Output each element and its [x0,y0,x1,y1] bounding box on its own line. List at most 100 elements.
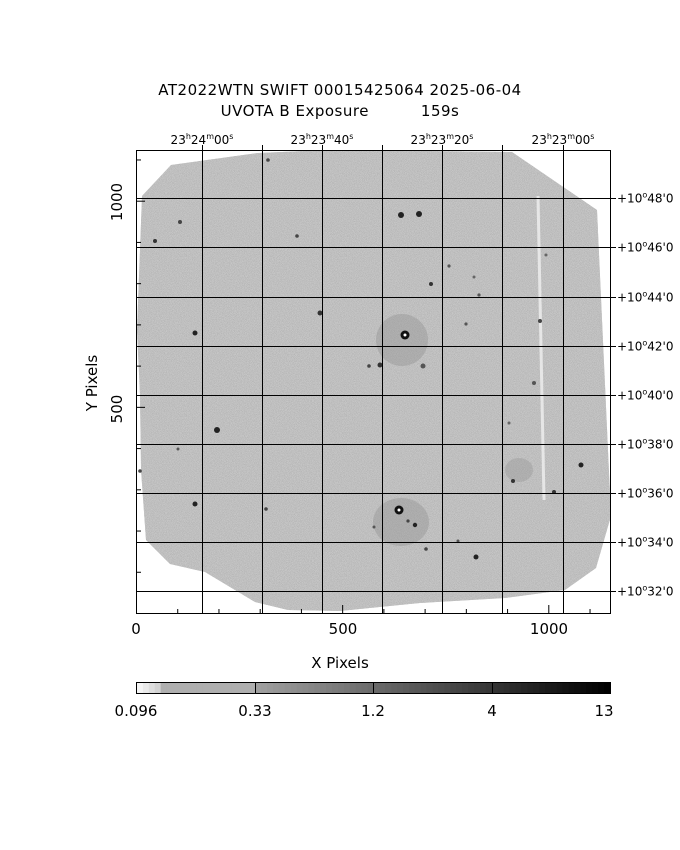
colorbar-segment [403,683,410,693]
star [507,421,511,425]
star [578,462,584,468]
star [176,447,180,451]
colorbar-frame [136,682,611,694]
colorbar-label: 0.33 [238,702,272,720]
colorbar-segment [527,683,534,693]
star [416,211,422,217]
plot-title: AT2022WTN SWIFT 00015425064 2025-06-04 [158,81,522,99]
colorbar-segment [166,683,174,693]
star [477,293,481,297]
star [544,253,548,257]
star [178,220,182,224]
colorbar-segment [278,683,286,693]
ra-tick-label: 23h23m00s [531,132,595,147]
colorbar-segment [432,683,440,693]
colorbar-segment [397,683,404,693]
coordinate-grid [137,145,616,613]
star [412,522,418,528]
star [264,507,268,511]
dec-tick-label: +10o44'0 [617,289,674,305]
colorbar-segment [385,683,392,693]
colorbar-label: 4 [487,702,497,720]
colorbar-segment [225,683,233,693]
exposure-footprint [137,150,611,611]
colorbar-segment [438,683,446,693]
star [367,364,371,368]
colorbar-segment [568,683,576,693]
colorbar-segment [450,683,457,693]
colorbar-segment [408,683,416,693]
colorbar-segment [154,683,162,693]
y-tick-1000: 1000 [108,183,126,221]
colorbar-segment [373,683,381,693]
colorbar-segment [604,683,611,693]
colorbar-segment [290,683,298,693]
colorbar-segment [367,683,375,693]
colorbar-segment [343,683,351,693]
x-tick-1000: 1000 [530,620,568,638]
colorbar-segment [456,683,463,693]
colorbar-segment [249,683,256,693]
colorbar-segment [544,683,552,693]
colorbar-segment [237,683,245,693]
y-axis-label: Y Pixels [83,354,101,412]
colorbar-segment [444,683,451,693]
star [295,234,299,238]
colorbar-segment [142,683,150,693]
colorbar-segment [521,683,528,693]
exposure-time: 159s [420,102,460,120]
x-tick-0: 0 [131,620,141,638]
star [398,212,404,218]
star [372,525,376,529]
colorbar-segment [515,683,522,693]
dec-tick-label: +10o40'0 [617,387,674,403]
colorbar-segment [267,683,274,693]
colorbar-segment [190,683,197,693]
colorbar-segment [533,683,540,693]
colorbar-segment [296,683,304,693]
dec-tick-label: +10o34'0 [617,534,674,550]
colorbar-segment [479,683,487,693]
colorbar-segment [137,683,144,693]
ra-tick-label: 23h24m00s [170,132,234,147]
colorbar-segment [550,683,558,693]
colorbar-label: 13 [594,702,614,720]
dec-tick-label: +10o48'0 [617,190,674,206]
x-tick-500: 500 [329,620,358,638]
colorbar-segment [172,683,179,693]
colorbar-segment [314,683,321,693]
colorbar-segment [539,683,546,693]
colorbar-segment [491,683,499,693]
colorbar-segment [509,683,516,693]
star [473,554,479,560]
colorbar-segment [178,683,185,693]
star [472,275,476,279]
dec-tick-label: +10o42'0 [617,338,674,354]
star-core [397,508,401,512]
star [532,381,536,385]
star [192,330,198,336]
colorbar-segment [231,683,239,693]
star-sources [138,158,584,560]
ra-tick-label: 23h23m20s [410,132,474,147]
colorbar-segment [361,683,369,693]
colorbar-segment [207,683,215,693]
star [538,319,542,323]
colorbar-segment [556,683,564,693]
plot-subtitle: UVOTA B Exposure 159s [0,102,680,120]
colorbar-segment [338,683,345,693]
star [511,479,515,483]
colorbar-segment [148,683,156,693]
dec-tick-label: +10o32'0 [617,583,674,599]
colorbar-segment [592,683,599,693]
colorbar [137,683,611,693]
colorbar-label: 1.2 [361,702,385,720]
colorbar-label: 0.096 [114,702,158,720]
star [192,501,198,507]
star [214,427,220,433]
colorbar-segment [196,683,203,693]
colorbar-segment [255,683,262,693]
colorbar-segment [414,683,422,693]
star-core [403,333,407,337]
